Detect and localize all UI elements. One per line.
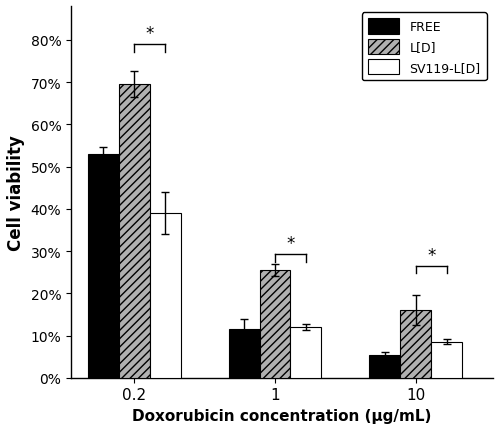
Bar <box>150 213 180 378</box>
Bar <box>119 85 150 378</box>
Bar <box>400 310 431 378</box>
Bar <box>369 355 400 378</box>
Text: *: * <box>286 234 294 252</box>
Bar <box>228 329 260 378</box>
Bar <box>431 342 462 378</box>
Bar <box>290 327 322 378</box>
Bar <box>260 270 290 378</box>
Text: *: * <box>146 25 154 43</box>
Legend: FREE, L[D], SV119-L[D]: FREE, L[D], SV119-L[D] <box>362 13 487 81</box>
Text: *: * <box>427 246 436 264</box>
X-axis label: Doxorubicin concentration (μg/mL): Doxorubicin concentration (μg/mL) <box>132 408 432 423</box>
Bar <box>88 154 119 378</box>
Y-axis label: Cell viability: Cell viability <box>7 135 25 250</box>
